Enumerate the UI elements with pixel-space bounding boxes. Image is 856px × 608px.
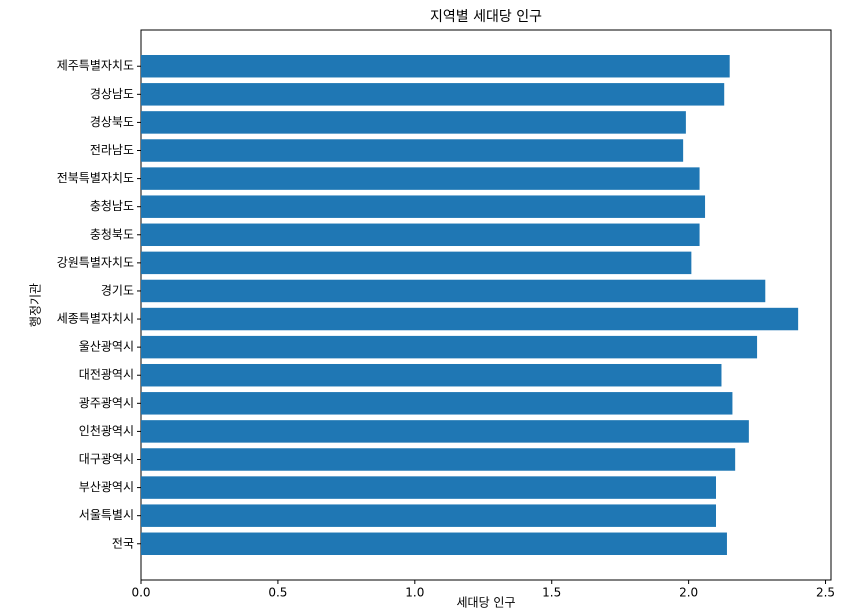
- bar: [141, 504, 716, 527]
- y-tick-label: 전국: [112, 536, 134, 550]
- bar: [141, 476, 716, 499]
- y-tick-label: 세종특별자치시: [57, 312, 134, 326]
- y-tick-label: 강원특별자치도: [57, 255, 134, 269]
- y-tick-label: 충청북도: [90, 227, 134, 241]
- bar: [141, 251, 692, 275]
- plot-frame: [140, 29, 832, 581]
- bar: [141, 392, 733, 415]
- y-tick-label: 인천광역시: [79, 423, 134, 438]
- y-tick-label: 충청남도: [90, 199, 134, 213]
- x-axis-label: 세대당 인구: [456, 596, 515, 608]
- y-tick-label: 서울특별시: [79, 508, 134, 522]
- x-tick-label: 0.5: [268, 586, 287, 600]
- bar: [141, 532, 727, 555]
- y-tick-label: 전라남도: [90, 143, 134, 157]
- bar: [141, 111, 686, 134]
- bar: [141, 307, 799, 331]
- bar: [141, 139, 684, 162]
- chart-title: 지역별 세대당 인구: [430, 9, 542, 25]
- y-tick-label: 제주특별자치도: [57, 59, 134, 73]
- y-axis-label: 행정기관: [28, 283, 43, 327]
- bar: [141, 83, 725, 106]
- y-tick-label: 경상남도: [90, 87, 134, 101]
- bar: [141, 420, 749, 443]
- bar: [141, 279, 766, 303]
- bar: [141, 167, 700, 190]
- y-tick-label: 전북특별자치도: [57, 171, 134, 185]
- x-tick-label: 2.5: [816, 586, 835, 600]
- y-tick-label: 광주광역시: [79, 396, 134, 410]
- x-tick-label: 1.5: [542, 586, 561, 600]
- bar: [141, 55, 730, 78]
- y-tick-label: 경상북도: [90, 115, 134, 129]
- x-tick-label: 2.0: [679, 586, 698, 600]
- y-tick-label: 부산광역시: [79, 480, 134, 494]
- bar: [141, 448, 736, 471]
- y-tick-label: 경기도: [101, 283, 134, 297]
- bar: [141, 363, 722, 387]
- x-tick-label: 0.0: [131, 586, 150, 600]
- y-tick-label: 울산광역시: [79, 340, 134, 354]
- bar: [141, 195, 706, 218]
- bar: [141, 223, 700, 247]
- bar: [141, 335, 758, 359]
- y-tick-label: 대구광역시: [79, 452, 134, 466]
- x-tick-label: 1.0: [405, 586, 424, 600]
- y-tick-label: 대전광역시: [79, 368, 134, 382]
